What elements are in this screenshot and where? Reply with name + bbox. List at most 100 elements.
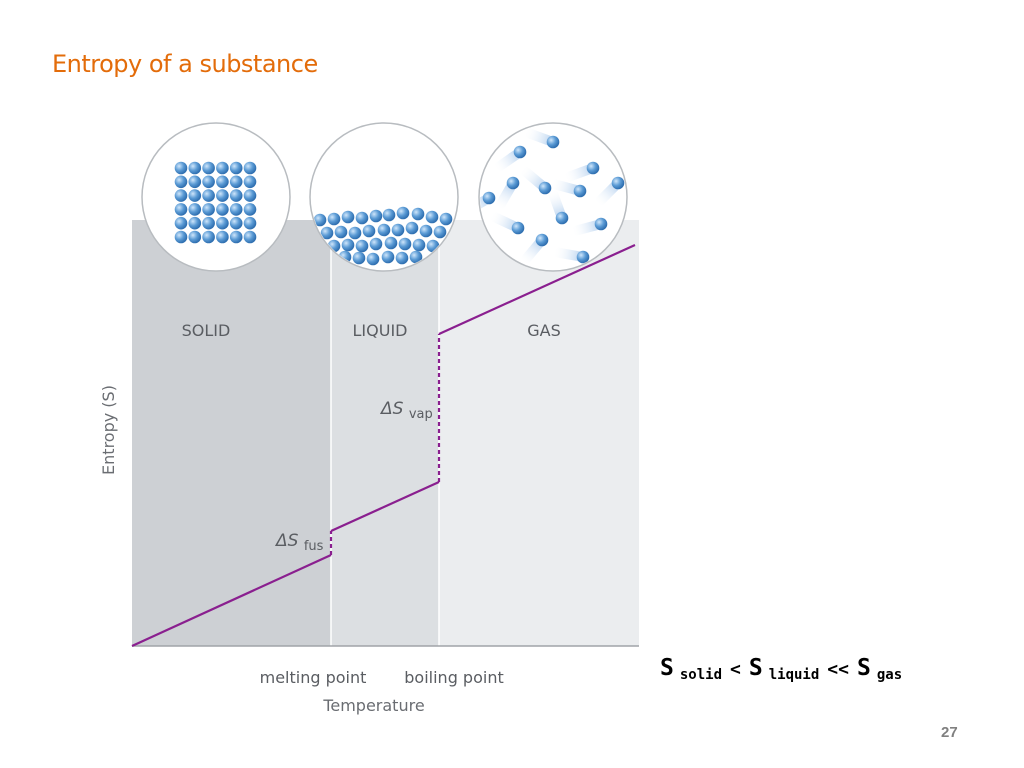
motion-trail — [571, 220, 602, 236]
molecule-ball — [355, 239, 369, 253]
molecule-ball — [409, 250, 423, 264]
molecule-ball — [216, 230, 229, 244]
gas-region — [439, 220, 639, 646]
molecule-ball — [327, 212, 341, 226]
relation-s-liquid: S — [748, 655, 763, 681]
molecule-ball — [334, 225, 348, 239]
molecule-ball — [482, 191, 496, 205]
molecule-ball — [377, 223, 391, 237]
motion-trail — [495, 182, 516, 210]
y-axis-label: Entropy (S) — [99, 385, 118, 475]
molecule-ball — [391, 223, 405, 237]
motion-trail — [564, 164, 594, 182]
molecule-ball — [202, 175, 215, 189]
molecule-ball — [398, 237, 412, 251]
molecule-ball — [341, 210, 355, 224]
molecule-ball — [355, 211, 369, 225]
solid-molecules-illustration — [141, 122, 291, 272]
molecule-ball — [341, 238, 355, 252]
slide-title: Entropy of a substance — [52, 50, 318, 78]
gas-molecules-illustration — [478, 122, 628, 272]
molecule-ball — [313, 213, 327, 227]
phase-label-solid: SOLID — [182, 321, 231, 340]
molecule-ball — [555, 211, 569, 225]
molecule-ball — [573, 184, 587, 198]
gas-segment — [438, 243, 636, 336]
molecule-ball — [202, 230, 215, 244]
molecule-ball — [243, 189, 257, 202]
molecule-ball — [362, 224, 376, 238]
molecule-ball — [586, 161, 600, 175]
molecule-ball — [594, 217, 608, 231]
molecule-ball — [174, 203, 188, 216]
molecule-ball — [202, 189, 215, 202]
delta-s-vap-symbol: ΔS — [379, 399, 404, 419]
molecule-ball — [216, 203, 229, 216]
molecule-ball — [433, 225, 447, 239]
molecule-ball — [538, 181, 552, 195]
molecule-ball — [202, 203, 215, 216]
relation-sub-gas: gas — [876, 667, 903, 683]
boiling-point-label: boiling point — [404, 668, 503, 687]
molecule-ball — [174, 216, 188, 230]
molecule-ball — [188, 175, 202, 189]
molecule-ball — [229, 161, 243, 175]
motion-trail — [480, 195, 490, 216]
molecule-ball — [243, 203, 257, 216]
molecule-ball — [384, 236, 398, 250]
melting-point-label: melting point — [260, 668, 367, 687]
molecule-ball — [188, 189, 202, 202]
molecule-ball — [216, 175, 229, 189]
relation-s-gas: S — [856, 655, 871, 681]
relation-less-than: < — [730, 659, 741, 680]
motion-trail — [524, 128, 554, 146]
delta-s-fus-symbol: ΔS — [274, 531, 299, 551]
molecule-ball — [216, 161, 229, 175]
molecule-ball — [513, 145, 527, 159]
molecule-ball — [216, 216, 229, 230]
molecule-ball — [611, 176, 625, 190]
molecule-ball — [412, 238, 426, 252]
delta-s-fus-label: ΔS fus — [274, 531, 324, 554]
molecule-ball — [229, 203, 243, 216]
molecule-ball — [229, 230, 243, 244]
motion-trail — [550, 179, 581, 195]
molecule-ball — [174, 230, 188, 244]
page-number: 27 — [941, 724, 958, 741]
molecule-ball — [381, 250, 395, 264]
motion-trail — [494, 149, 521, 172]
motion-trail — [520, 166, 547, 190]
molecule-ball — [174, 161, 188, 175]
molecule-ball — [348, 226, 362, 240]
x-axis-label: Temperature — [322, 696, 424, 715]
relation-much-less-than: << — [827, 659, 849, 680]
molecule-ball — [439, 212, 453, 226]
delta-s-vap-label: ΔS vap — [379, 399, 433, 422]
molecule-ball — [369, 209, 383, 223]
molecule-ball — [369, 237, 383, 251]
delta-s-vap-subscript: vap — [409, 407, 433, 422]
molecule-ball — [243, 230, 257, 244]
molecule-ball — [425, 210, 439, 224]
molecule-ball — [174, 189, 188, 202]
motion-trail — [553, 247, 584, 262]
molecule-ball — [506, 176, 520, 190]
phase-label-gas: GAS — [527, 321, 561, 340]
molecule-ball — [243, 161, 257, 175]
molecule-ball — [396, 206, 410, 220]
molecule-ball — [535, 233, 549, 247]
molecule-ball — [229, 189, 243, 202]
molecule-ball — [229, 175, 243, 189]
relation-sub-liquid: liquid — [768, 667, 820, 683]
molecule-ball — [395, 251, 409, 265]
liquid-molecules-illustration — [309, 122, 459, 272]
molecule-ball — [243, 175, 257, 189]
molecule-ball — [202, 216, 215, 230]
liquid-region — [331, 220, 439, 646]
molecule-ball — [188, 216, 202, 230]
relation-s-solid: S — [660, 655, 674, 681]
molecule-ball — [405, 221, 419, 235]
molecule-ball — [188, 230, 202, 244]
relation-sub-solid: solid — [679, 667, 723, 683]
